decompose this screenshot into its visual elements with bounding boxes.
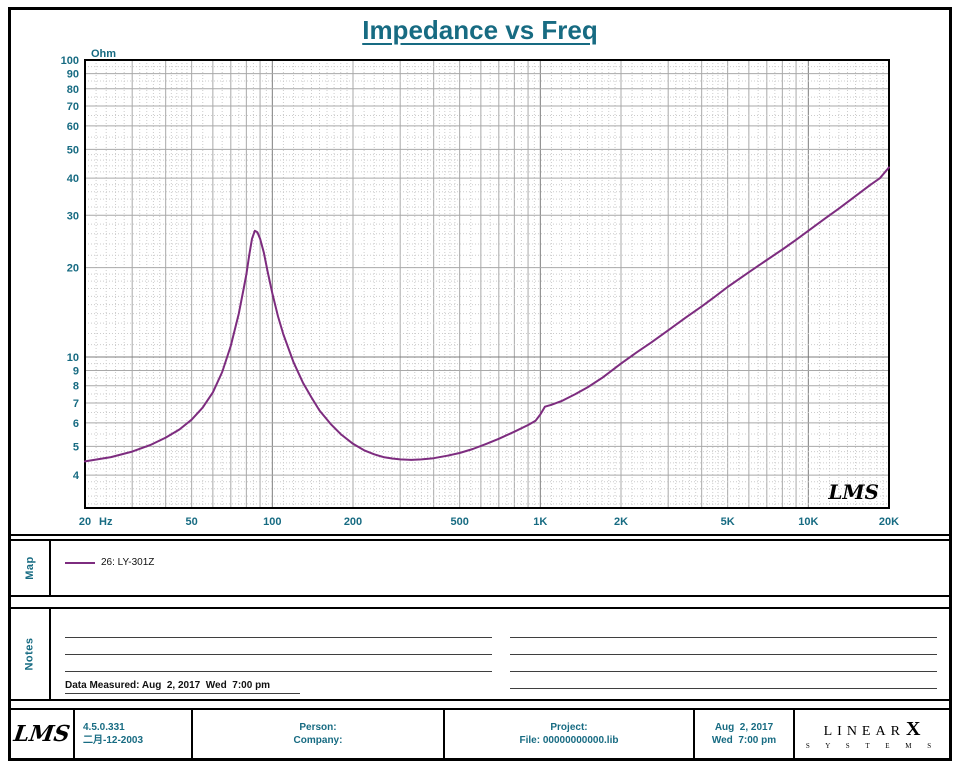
y-tick-label: 80 [67,84,79,96]
footer-project-cell: Project: File: 00000000000.lib [445,710,695,758]
version-date: 二月-12-2003 [83,735,144,746]
y-tick-label: 40 [67,173,79,185]
notes-left-column: Data Measured: Aug 2, 2017 Wed 7:00 pm [65,621,492,699]
impedance-curve [84,166,890,463]
y-tick-label: 50 [67,144,79,156]
footer-linearx-cell: LINEAR X S Y S T E M S [795,710,949,758]
footer-bar: LMS 4.5.0.331 二月-12-2003 Person: Company… [11,708,949,758]
y-tick-label: 4 [73,470,80,482]
x-tick-label: 100 [263,516,281,528]
lms-logo: LMS [12,721,72,747]
note-blank-line [65,638,492,655]
note-blank-line [510,672,937,689]
legend-label: 26: LY-301Z [101,557,155,568]
x-tick-label: 1K [533,516,547,528]
map-label: Map [24,556,36,580]
x-tick-label: 50 [186,516,198,528]
measure-date: Aug 2, 2017 [714,721,774,733]
y-tick-label: 90 [67,69,79,81]
y-tick-label: 6 [73,418,79,430]
y-tick-label: 30 [67,210,79,222]
impedance-vs-freq-chart: 4 5 6 7 8 9 10 20 30 40 50 60 70 80 90 100 Ohm 20 Hz 50 100 2… [61,48,900,528]
y-tick-label: 60 [67,121,79,133]
y-tick-label: 5 [73,441,79,453]
note-blank-line [65,655,492,672]
x-axis-unit: Hz [99,516,113,528]
y-tick-label: 7 [73,398,79,410]
chart-title: Impedance vs Freq [362,15,598,45]
footer-lms-logo-cell: LMS [11,710,75,758]
y-tick-label: 20 [67,263,79,275]
notes-label-strip: Notes [11,609,51,699]
company-label: Company: [293,735,343,746]
note-blank-line [510,655,937,672]
measure-time: Wed 7:00 pm [711,735,777,746]
y-tick-label: 10 [67,352,79,364]
x-tick-label: 500 [450,516,468,528]
linearx-logo-systems: S Y S T E M S [805,742,939,750]
notes-content: Data Measured: Aug 2, 2017 Wed 7:00 pm [51,609,949,699]
report-frame: Impedance vs Freq 4 5 6 7 8 9 10 20 30 40 50 60 70 80… [8,7,952,761]
notes-left-lines [65,621,492,672]
y-axis-unit: Ohm [91,48,116,60]
note-blank-line [510,621,937,638]
linearx-logo-x: X [905,718,921,740]
note-blank-line [65,621,492,638]
map-section: Map 26: LY-301Z [11,539,949,597]
y-tick-label: 100 [61,55,79,67]
linearx-logo: LINEAR X S Y S T E M S [806,718,938,750]
project-label: Project: [550,721,588,733]
x-tick-label: 10K [798,516,818,528]
x-tick-label: 20K [879,516,899,528]
plot-frame [84,59,890,509]
footer-version-cell: 4.5.0.331 二月-12-2003 [75,710,193,758]
y-tick-label: 9 [73,366,79,378]
linearx-logo-linear: LINEAR [823,724,905,739]
map-content: 26: LY-301Z [51,541,949,595]
version-number: 4.5.0.331 [83,721,125,733]
data-measured-text: Data Measured: Aug 2, 2017 Wed 7:00 pm [65,680,301,694]
x-tick-label: 2K [614,516,628,528]
notes-label: Notes [24,637,36,671]
legend-item: 26: LY-301Z [65,557,949,568]
lms-watermark: LMS [827,480,879,504]
legend-curve-swatch [65,561,95,564]
notes-right-lines [510,621,937,689]
x-tick-label: 5K [721,516,735,528]
y-tick-label: 70 [67,101,79,113]
footer-person-cell: Person: Company: [193,710,445,758]
note-blank-line [510,638,937,655]
file-label: File: 00000000000.lib [519,735,619,746]
map-label-strip: Map [11,541,51,595]
notes-right-column [510,621,937,699]
x-tick-label: 20 [79,516,91,528]
person-label: Person: [299,721,337,733]
notes-section: Notes Data Measured: Aug 2, 2017 Wed 7:0… [11,607,949,701]
x-tick-label: 200 [344,516,362,528]
footer-date-cell: Aug 2, 2017 Wed 7:00 pm [695,710,795,758]
chart-section: Impedance vs Freq 4 5 6 7 8 9 10 20 30 40 50 60 70 80… [11,10,949,536]
y-tick-label: 8 [73,381,79,393]
